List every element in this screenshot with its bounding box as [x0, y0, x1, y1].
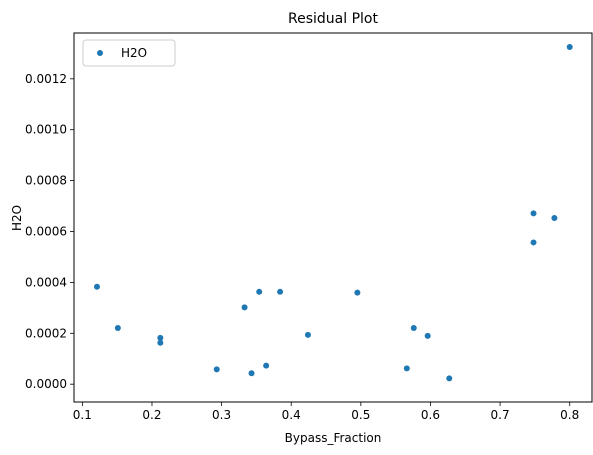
x-tick-label: 0.1: [73, 408, 92, 422]
x-tick-label: 0.6: [421, 408, 440, 422]
legend: H2O: [82, 39, 176, 67]
data-point: [248, 370, 255, 377]
data-point: [256, 288, 263, 295]
y-tick-label: 0.0012: [25, 72, 67, 86]
data-point: [304, 331, 311, 338]
data-point: [157, 334, 164, 341]
y-axis: 0.0000 0.0002 0.0004 0.0006 0.0008 0.0010 0.00…: [25, 72, 74, 391]
x-tick-label: 0.5: [351, 408, 370, 422]
legend-box: [82, 39, 176, 67]
data-point: [277, 288, 284, 295]
x-tick-label: 0.3: [212, 408, 231, 422]
y-tick-label: 0.0006: [25, 224, 67, 238]
data-point: [263, 362, 270, 369]
y-tick-label: 0.0002: [25, 326, 67, 340]
y-tick-label: 0.0010: [25, 123, 67, 137]
data-point: [93, 283, 100, 290]
data-point: [446, 375, 453, 382]
data-point: [566, 43, 573, 50]
data-point: [403, 365, 410, 372]
data-point: [114, 324, 121, 331]
x-tick-label: 0.2: [142, 408, 161, 422]
data-point: [424, 332, 431, 339]
x-tick-label: 0.8: [560, 408, 579, 422]
legend-label: H2O: [121, 46, 147, 60]
axes-frame: [73, 32, 593, 403]
data-point: [530, 239, 537, 246]
data-point: [241, 304, 248, 311]
y-tick-label: 0.0008: [25, 174, 67, 188]
plot-area: [93, 43, 573, 382]
data-point: [530, 210, 537, 217]
x-tick-label: 0.4: [282, 408, 301, 422]
x-axis-label: Bypass_Fraction: [285, 431, 382, 445]
chart-title: Residual Plot: [288, 11, 378, 27]
data-point: [213, 366, 220, 373]
y-tick-label: 0.0000: [25, 377, 67, 391]
y-axis-label: H2O: [10, 205, 24, 231]
legend-marker: [97, 50, 103, 56]
x-axis: 0.1 0.2 0.3 0.4 0.5 0.6 0.7 0.8: [73, 402, 579, 422]
data-point: [157, 339, 164, 346]
data-point: [410, 324, 417, 331]
data-point: [551, 215, 558, 222]
x-tick-label: 0.7: [491, 408, 510, 422]
y-tick-label: 0.0004: [25, 275, 67, 289]
data-point: [354, 289, 361, 296]
